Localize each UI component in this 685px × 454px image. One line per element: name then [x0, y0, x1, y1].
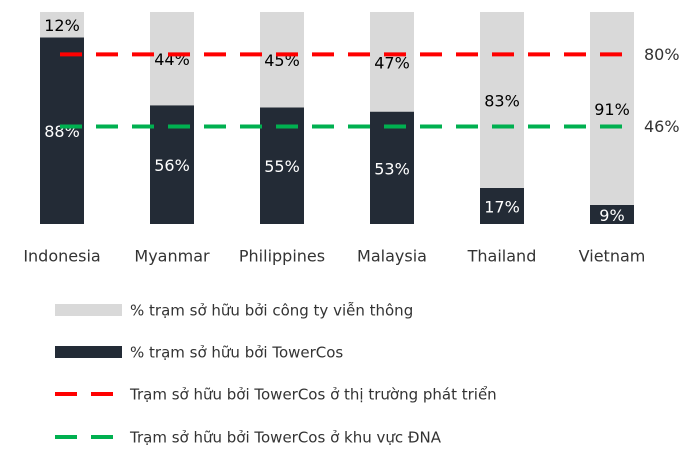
reference-label: 80%	[644, 45, 680, 64]
bar-segment	[480, 12, 524, 188]
x-tick-label: Myanmar	[134, 247, 210, 266]
legend-label: Trạm sở hữu bởi TowerCos ở khu vực ĐNA	[129, 429, 442, 447]
data-label: 53%	[374, 159, 410, 178]
bar-segment	[590, 12, 634, 205]
bar-segment	[260, 12, 304, 108]
legend-label: Trạm sở hữu bởi TowerCos ở thị trường ph…	[129, 386, 497, 404]
bar-segment	[590, 204, 634, 224]
data-label: 91%	[594, 100, 630, 119]
bar-segment	[40, 12, 84, 38]
x-tick-label: Indonesia	[23, 247, 100, 266]
x-tick-label: Thailand	[467, 247, 537, 266]
bar-segment	[480, 187, 524, 224]
data-label: 12%	[44, 16, 80, 35]
x-tick-label: Philippines	[239, 247, 325, 266]
legend-label: % trạm sở hữu bởi công ty viễn thông	[130, 302, 413, 320]
bar-segment	[370, 111, 414, 224]
data-label: 9%	[599, 206, 624, 225]
bar-segment	[150, 12, 194, 106]
bar-segment	[370, 12, 414, 112]
data-label: 83%	[484, 91, 520, 110]
legend-label: % trạm sở hữu bởi TowerCos	[130, 344, 343, 362]
data-label: 56%	[154, 156, 190, 175]
x-tick-label: Malaysia	[357, 247, 427, 266]
reference-label: 46%	[644, 117, 680, 136]
data-label: 55%	[264, 157, 300, 176]
data-label: 17%	[484, 197, 520, 216]
bar-segment	[40, 37, 84, 224]
legend-swatch	[55, 304, 122, 316]
x-tick-label: Vietnam	[579, 247, 646, 266]
data-label: 47%	[374, 53, 410, 72]
legend-swatch	[55, 346, 122, 358]
